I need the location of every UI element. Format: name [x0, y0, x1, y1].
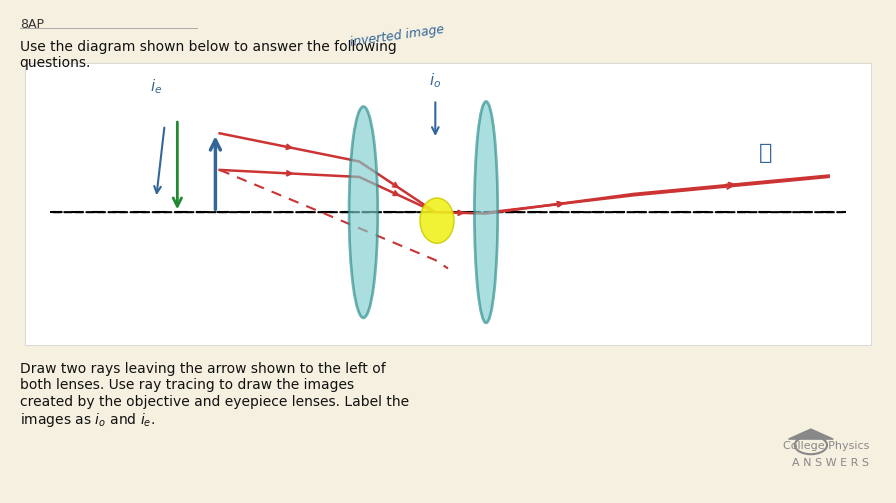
Text: $i_o$: $i_o$ — [429, 71, 442, 90]
Text: inverted image: inverted image — [349, 23, 445, 49]
Text: 👁: 👁 — [759, 143, 771, 163]
Text: 8AP: 8AP — [20, 18, 44, 31]
Ellipse shape — [474, 102, 497, 323]
Text: College Physics
A N S W E R S: College Physics A N S W E R S — [783, 442, 869, 468]
Ellipse shape — [349, 107, 378, 318]
Text: Use the diagram shown below to answer the following
questions.: Use the diagram shown below to answer th… — [20, 40, 396, 70]
Ellipse shape — [420, 198, 454, 243]
Text: $i_e$: $i_e$ — [150, 77, 162, 96]
Text: Draw two rays leaving the arrow shown to the left of
both lenses. Use ray tracin: Draw two rays leaving the arrow shown to… — [20, 362, 409, 429]
Bar — [25, 63, 871, 345]
Polygon shape — [788, 429, 833, 439]
